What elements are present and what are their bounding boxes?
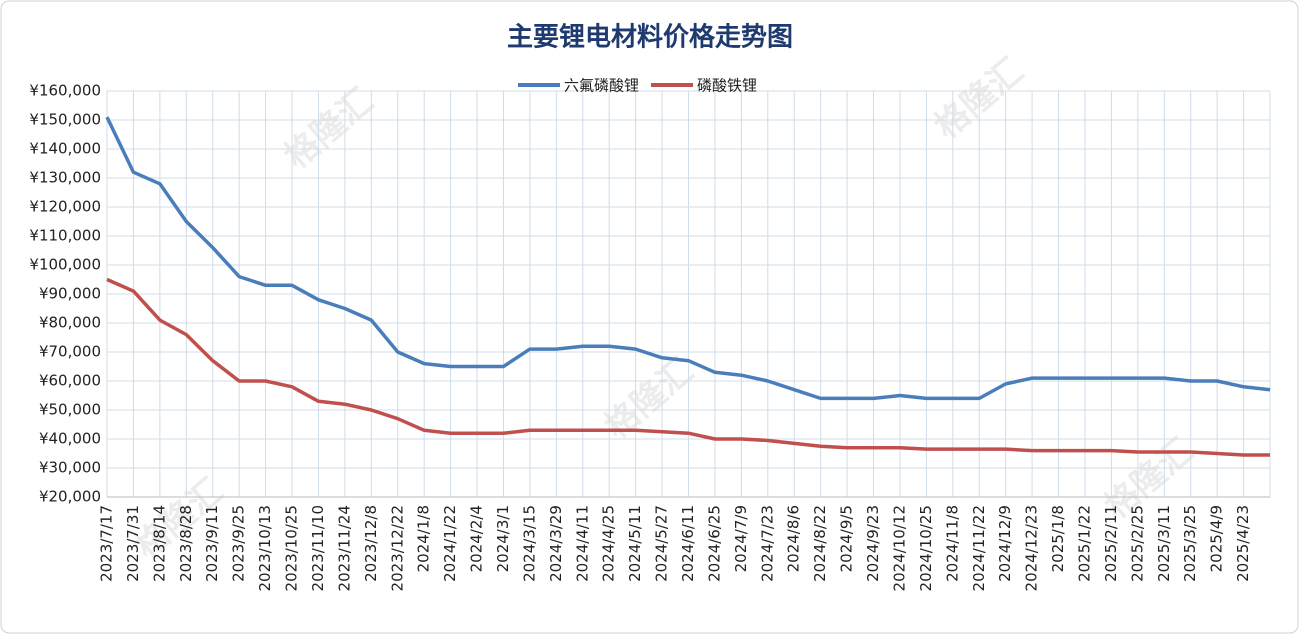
x-tick-label: 2024/9/5 — [838, 505, 856, 572]
y-tick-label: ¥20,000 — [39, 488, 101, 506]
x-tick-label: 2024/8/22 — [811, 505, 829, 582]
x-tick-label: 2024/3/15 — [520, 505, 538, 582]
x-tick-label: 2025/3/11 — [1155, 505, 1173, 582]
x-tick-label: 2025/4/9 — [1208, 505, 1226, 572]
x-tick-label: 2023/8/14 — [150, 505, 168, 582]
x-tick-label: 2023/11/24 — [335, 505, 353, 591]
x-tick-label: 2024/2/4 — [468, 505, 486, 572]
y-tick-label: ¥140,000 — [29, 140, 101, 158]
x-tick-label: 2024/4/25 — [600, 505, 618, 582]
y-tick-label: ¥50,000 — [39, 401, 101, 419]
x-tick-label: 2023/11/10 — [309, 505, 327, 591]
x-tick-label: 2024/4/11 — [573, 505, 591, 582]
y-tick-label: ¥150,000 — [29, 111, 101, 129]
x-tick-label: 2024/8/6 — [785, 505, 803, 572]
y-tick-label: ¥40,000 — [39, 430, 101, 448]
series-line — [106, 277, 1270, 457]
y-tick-label: ¥90,000 — [39, 285, 101, 303]
y-tick-label: ¥100,000 — [29, 256, 101, 274]
x-tick-label: 2025/3/25 — [1181, 505, 1199, 582]
x-tick-label: 2024/12/23 — [1023, 505, 1041, 591]
x-tick-label: 2025/1/22 — [1075, 505, 1093, 582]
x-tick-label: 2024/5/27 — [653, 505, 671, 582]
x-tick-label: 2024/10/12 — [890, 505, 908, 591]
x-tick-label: 2024/10/25 — [917, 505, 935, 591]
x-tick-label: 2024/6/25 — [705, 505, 723, 582]
legend-label: 六氟磷酸锂 — [564, 77, 639, 95]
y-tick-label: ¥130,000 — [29, 169, 101, 187]
x-tick-label: 2023/8/28 — [177, 505, 195, 582]
x-tick-label: 2025/4/23 — [1234, 505, 1252, 582]
x-tick-label: 2024/11/8 — [943, 505, 961, 582]
x-tick-label: 2024/3/1 — [494, 505, 512, 572]
y-tick-label: ¥30,000 — [39, 459, 101, 477]
x-tick-label: 2024/6/11 — [679, 505, 697, 582]
x-tick-label: 2025/2/25 — [1128, 505, 1146, 582]
y-tick-label: ¥70,000 — [39, 343, 101, 361]
chart-title: 主要锂电材料价格走势图 — [507, 22, 793, 53]
x-tick-label: 2023/10/13 — [256, 505, 274, 591]
y-tick-label: ¥80,000 — [39, 314, 101, 332]
x-tick-label: 2024/5/11 — [626, 505, 644, 582]
y-tick-label: ¥160,000 — [29, 82, 101, 100]
legend-label: 磷酸铁锂 — [697, 77, 757, 95]
x-tick-label: 2023/12/8 — [362, 505, 380, 582]
x-tick-label: 2024/1/22 — [441, 505, 459, 582]
x-tick-label: 2024/12/9 — [996, 505, 1014, 582]
x-tick-label: 2023/12/22 — [388, 505, 406, 591]
x-tick-label: 2025/2/11 — [1102, 505, 1120, 582]
x-tick-label: 2023/9/11 — [203, 505, 221, 582]
x-tick-label: 2024/11/22 — [970, 505, 988, 591]
x-tick-label: 2024/7/23 — [758, 505, 776, 582]
series-line — [105, 116, 1271, 401]
x-tick-label: 2023/10/25 — [283, 505, 301, 591]
x-tick-label: 2023/9/25 — [230, 505, 248, 582]
y-tick-label: ¥60,000 — [39, 372, 101, 390]
y-tick-label: ¥110,000 — [29, 227, 101, 245]
x-tick-label: 2024/7/9 — [732, 505, 750, 572]
x-tick-label: 2023/7/17 — [98, 505, 116, 582]
x-tick-label: 2023/7/31 — [124, 505, 142, 582]
x-tick-label: 2024/3/29 — [547, 505, 565, 582]
x-tick-label: 2025/1/8 — [1049, 505, 1067, 572]
y-tick-label: ¥120,000 — [29, 198, 101, 216]
x-tick-label: 2024/1/8 — [415, 505, 433, 572]
x-tick-label: 2024/9/23 — [864, 505, 882, 582]
